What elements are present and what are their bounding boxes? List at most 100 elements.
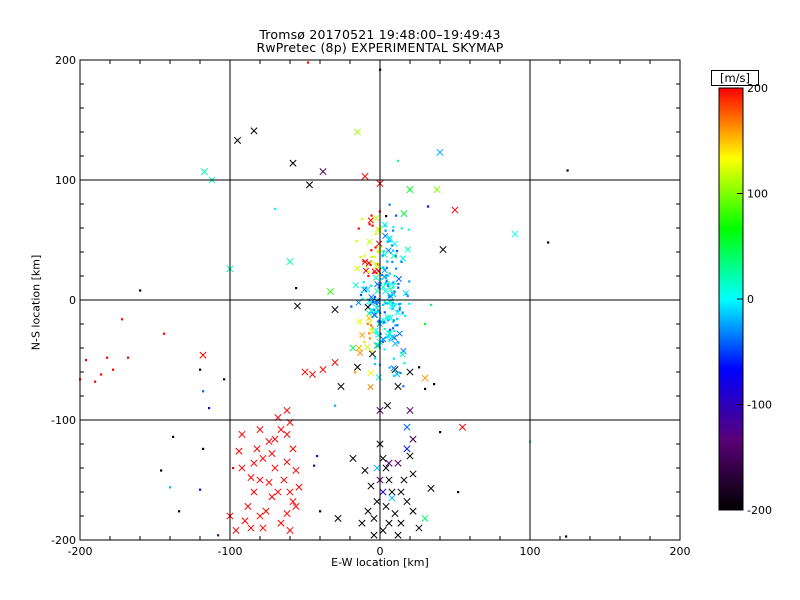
- data-point: [100, 373, 103, 376]
- data-point: [388, 494, 396, 502]
- data-point: [421, 374, 429, 382]
- data-point: [393, 282, 396, 285]
- data-point: [392, 357, 396, 360]
- x-tick-label: -200: [68, 545, 93, 558]
- data-point: [377, 299, 380, 303]
- data-point: [367, 274, 370, 277]
- data-point: [371, 301, 375, 304]
- data-point: [295, 287, 298, 290]
- data-point: [121, 318, 124, 321]
- data-point: [392, 281, 395, 284]
- data-point: [406, 294, 409, 297]
- data-point: [331, 358, 339, 366]
- data-point: [397, 488, 405, 496]
- colorbar-label: [m/s]: [711, 70, 759, 86]
- data-point: [392, 293, 395, 297]
- data-point: [384, 274, 388, 277]
- data-point: [403, 445, 411, 453]
- data-point: [392, 301, 395, 304]
- data-point: [367, 217, 374, 224]
- data-point: [268, 493, 276, 501]
- data-point: [377, 286, 380, 289]
- axes: -200 -100 0 100 200 -200 -100 0 100 200: [51, 54, 690, 558]
- data-point: [397, 286, 400, 289]
- data-point: [357, 227, 360, 230]
- data-point: [390, 252, 398, 260]
- data-point: [439, 431, 442, 434]
- data-point: [382, 303, 385, 306]
- colorbar-tick-label: 100: [747, 188, 768, 201]
- data-point: [319, 168, 327, 176]
- data-point: [355, 240, 358, 243]
- data-point: [368, 350, 377, 358]
- data-point: [199, 368, 202, 371]
- data-point: [106, 356, 109, 359]
- data-point: [369, 307, 372, 310]
- data-point: [380, 283, 387, 291]
- data-point: [369, 311, 372, 314]
- data-point: [375, 240, 383, 247]
- data-point: [385, 519, 393, 527]
- data-point: [379, 332, 382, 336]
- data-point: [386, 284, 390, 288]
- data-point: [370, 255, 374, 259]
- data-point: [286, 258, 294, 266]
- data-point: [400, 476, 408, 484]
- data-point: [370, 350, 373, 353]
- data-point: [367, 482, 375, 490]
- data-point: [391, 327, 395, 330]
- data-point: [349, 454, 357, 462]
- data-point: [395, 214, 398, 217]
- data-point: [361, 172, 369, 180]
- data-point: [331, 306, 339, 314]
- data-point: [391, 334, 398, 341]
- data-point: [396, 330, 403, 337]
- data-point: [371, 311, 379, 319]
- data-point: [363, 340, 366, 344]
- data-point: [367, 270, 370, 274]
- data-point: [256, 512, 264, 520]
- data-point: [406, 186, 414, 194]
- data-point: [373, 498, 381, 506]
- data-point: [394, 254, 397, 258]
- data-point: [399, 371, 402, 375]
- data-point: [433, 186, 441, 194]
- data-point: [364, 286, 371, 293]
- data-point: [376, 305, 379, 308]
- data-point: [387, 314, 394, 321]
- data-point: [375, 300, 379, 303]
- data-point: [233, 136, 242, 144]
- data-point: [112, 368, 115, 371]
- data-point: [401, 311, 404, 314]
- data-point: [283, 406, 291, 414]
- data-point: [436, 148, 444, 156]
- data-point: [391, 260, 394, 264]
- data-point: [223, 378, 226, 381]
- data-point: [392, 320, 395, 323]
- data-point: [388, 303, 395, 310]
- data-point: [379, 526, 387, 534]
- y-tick-label: 0: [69, 294, 76, 307]
- data-point: [383, 311, 386, 314]
- data-point: [374, 332, 377, 335]
- data-point: [409, 507, 417, 515]
- data-point: [370, 214, 373, 217]
- data-point: [368, 294, 375, 301]
- data-point: [353, 128, 362, 136]
- data-point: [384, 302, 387, 305]
- data-point: [439, 246, 447, 254]
- data-point: [289, 498, 297, 506]
- data-point: [178, 510, 181, 513]
- data-point: [392, 340, 399, 347]
- data-point: [358, 519, 366, 527]
- data-point: [247, 474, 255, 482]
- data-point: [406, 368, 414, 376]
- data-points: [79, 61, 569, 539]
- data-point: [235, 447, 243, 455]
- data-point: [389, 328, 392, 331]
- data-point: [361, 297, 364, 300]
- data-point: [386, 260, 389, 263]
- data-point: [395, 249, 399, 253]
